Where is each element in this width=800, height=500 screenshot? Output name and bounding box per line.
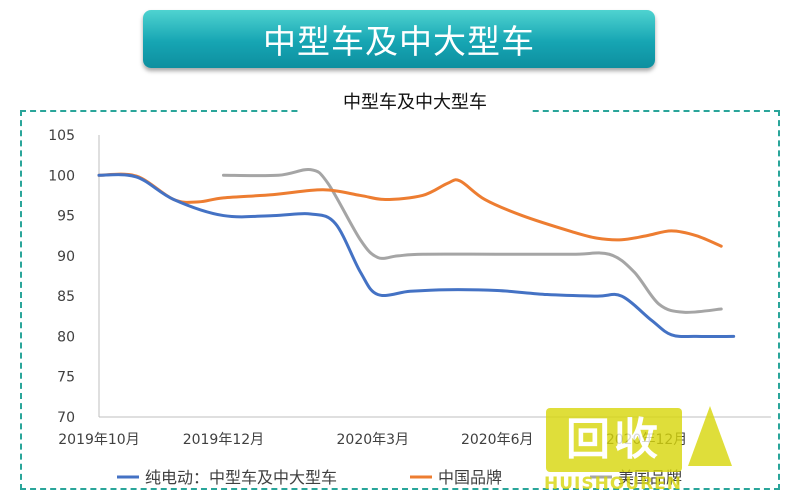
chart-title: 中型车及中大型车 xyxy=(300,90,530,116)
x-tick-label: 2019年12月 xyxy=(183,432,264,448)
series-line xyxy=(97,172,723,248)
legend-label: 美国品牌 xyxy=(618,468,682,487)
watermark-triangle-icon xyxy=(688,406,732,466)
y-tick-label: 95 xyxy=(57,209,75,225)
legend-label: 中国品牌 xyxy=(438,468,502,487)
title-banner: 中型车及中大型车 xyxy=(143,10,655,68)
y-tick-label: 70 xyxy=(57,410,75,426)
y-tick-label: 80 xyxy=(57,329,75,345)
series-line xyxy=(97,173,736,339)
y-tick-label: 105 xyxy=(48,128,75,144)
y-tick-label: 90 xyxy=(57,249,75,265)
watermark-sub-text: HUISHOUREN xyxy=(544,474,683,494)
y-tick-label: 85 xyxy=(57,289,75,305)
y-tick-label: 100 xyxy=(48,168,75,184)
x-tick-label: 2020年3月 xyxy=(337,432,410,448)
series-line xyxy=(221,167,723,314)
x-tick-label: 2020年6月 xyxy=(461,432,534,448)
y-tick-label: 75 xyxy=(57,370,75,386)
legend-label: 纯电动：中型车及中大型车 xyxy=(145,468,337,487)
x-tick-label: 2019年10月 xyxy=(58,432,139,448)
watermark-logo: 回收 HUISHOUREN xyxy=(540,400,732,498)
watermark-main-text: 回收 xyxy=(566,414,662,465)
watermark-box xyxy=(546,408,682,472)
banner-title: 中型车及中大型车 xyxy=(263,22,535,61)
